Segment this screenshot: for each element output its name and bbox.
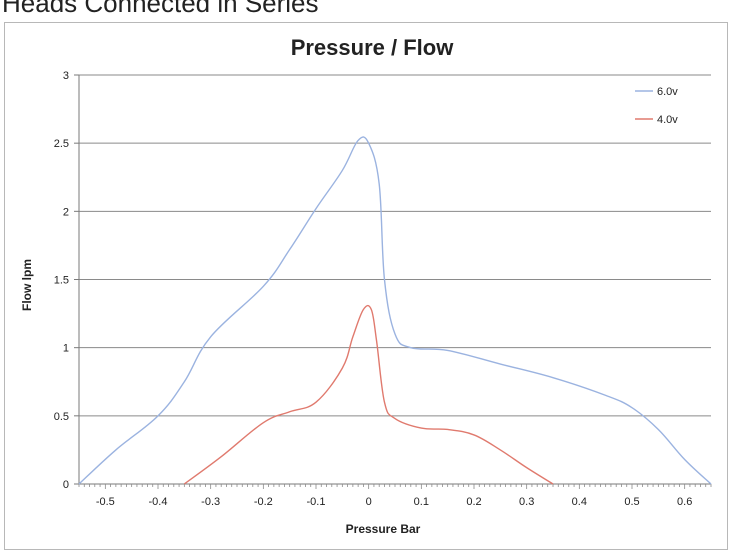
series-line-4.0v [183, 304, 554, 485]
chart-title: Pressure / Flow [291, 35, 455, 60]
y-axis-label: Flow lpm [20, 259, 34, 311]
legend-label: 6.0v [657, 86, 678, 98]
x-tick-label: 0.5 [624, 496, 639, 508]
legend: 6.0v 4.0v [635, 86, 678, 126]
x-tick-label: 0.3 [519, 496, 534, 508]
chart-frame: Pressure / Flow 0 0.5 1 1.5 2 2.5 3 -0.5 -0.4 -0.… [4, 22, 728, 550]
x-tick-label: -0.2 [254, 496, 273, 508]
x-tick-label: -0.3 [201, 496, 220, 508]
x-tick-label: 0.1 [414, 496, 429, 508]
x-tick-label: 0.4 [572, 496, 587, 508]
legend-label: 4.0v [657, 114, 678, 126]
y-tick-label: 3 [63, 70, 69, 82]
x-tick-label: -0.4 [149, 496, 168, 508]
y-tick-label: 0 [63, 479, 69, 491]
x-tick-label: 0 [366, 496, 372, 508]
grid-lines [79, 74, 711, 417]
y-tick-label: 2.5 [54, 138, 69, 150]
series-line-6.0v [78, 136, 712, 485]
x-tick-label: 0.6 [677, 496, 692, 508]
axes: 0 0.5 1 1.5 2 2.5 3 -0.5 -0.4 -0.3 -0.2 -0.1 0 0.1 0.2… [54, 70, 712, 508]
x-tick-label: -0.5 [96, 496, 115, 508]
pressure-flow-chart: Pressure / Flow 0 0.5 1 1.5 2 2.5 3 -0.5 -0.4 -0.… [20, 35, 712, 536]
y-tick-label: 2 [63, 206, 69, 218]
series-lines [78, 136, 712, 485]
page-heading: Heads Connected in Series [2, 0, 319, 18]
y-tick-label: 1.5 [54, 275, 69, 287]
x-tick-label: -0.1 [307, 496, 326, 508]
y-tick-label: 0.5 [54, 411, 69, 423]
y-tick-label: 1 [63, 343, 69, 355]
x-axis-label: Pressure Bar [346, 522, 421, 536]
x-tick-label: 0.2 [466, 496, 481, 508]
